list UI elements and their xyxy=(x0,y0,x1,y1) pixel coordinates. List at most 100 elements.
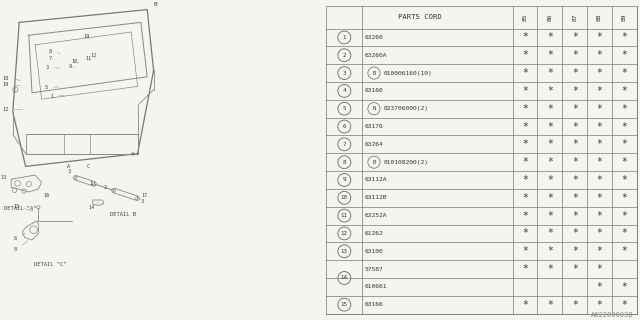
Text: 2: 2 xyxy=(342,53,346,58)
Text: *: * xyxy=(522,86,528,96)
Text: 610661: 610661 xyxy=(365,284,387,289)
Text: *: * xyxy=(572,264,578,274)
Text: 13: 13 xyxy=(1,175,14,180)
Text: 18: 18 xyxy=(3,76,20,81)
Text: *: * xyxy=(522,246,528,256)
Text: *: * xyxy=(572,86,578,96)
Text: *: * xyxy=(572,50,578,60)
Text: *: * xyxy=(522,157,528,167)
Text: DETAIL "C": DETAIL "C" xyxy=(34,261,66,267)
Text: *: * xyxy=(522,193,528,203)
Text: DETAIL B: DETAIL B xyxy=(110,212,136,217)
Text: *: * xyxy=(522,139,528,149)
Text: *: * xyxy=(596,104,602,114)
Text: 13: 13 xyxy=(341,249,348,254)
Text: DETAIL "A": DETAIL "A" xyxy=(4,205,36,211)
Text: 5: 5 xyxy=(45,84,59,90)
Text: *: * xyxy=(621,211,627,220)
Text: *: * xyxy=(621,86,627,96)
Text: 15: 15 xyxy=(341,302,348,307)
Text: *: * xyxy=(522,122,528,132)
Text: 3: 3 xyxy=(46,65,61,70)
Text: *: * xyxy=(621,50,627,60)
Text: *: * xyxy=(596,32,602,43)
Text: *: * xyxy=(572,122,578,132)
Text: *: * xyxy=(547,104,553,114)
Text: 14: 14 xyxy=(88,202,99,210)
Text: *: * xyxy=(596,86,602,96)
Text: 63112A: 63112A xyxy=(365,178,387,182)
Text: 12: 12 xyxy=(341,231,348,236)
Text: *: * xyxy=(572,139,578,149)
Text: 1: 1 xyxy=(51,93,65,99)
Text: *: * xyxy=(621,282,627,292)
Text: 10: 10 xyxy=(71,59,79,64)
Text: *: * xyxy=(596,122,602,132)
Text: *: * xyxy=(522,68,528,78)
Text: *: * xyxy=(547,228,553,238)
Text: 3: 3 xyxy=(342,71,346,76)
Text: *: * xyxy=(572,300,578,310)
Text: *: * xyxy=(522,228,528,238)
Text: A: A xyxy=(67,164,70,169)
Text: 010006160(10): 010006160(10) xyxy=(383,71,432,76)
Text: *: * xyxy=(621,68,627,78)
Text: *: * xyxy=(596,246,602,256)
Text: *: * xyxy=(621,32,627,43)
Text: 3: 3 xyxy=(67,169,76,177)
Text: *: * xyxy=(621,300,627,310)
Text: 8: 8 xyxy=(49,49,60,54)
Text: 19: 19 xyxy=(83,34,90,39)
Text: 61262: 61262 xyxy=(365,231,383,236)
Text: 63264: 63264 xyxy=(365,142,383,147)
Text: 88: 88 xyxy=(597,14,602,21)
Text: C: C xyxy=(86,164,90,169)
Text: *: * xyxy=(547,264,553,274)
Text: *: * xyxy=(596,175,602,185)
Text: *: * xyxy=(621,139,627,149)
Text: 8: 8 xyxy=(14,241,28,252)
Text: B: B xyxy=(154,2,157,7)
Text: 10: 10 xyxy=(341,195,348,200)
Text: *: * xyxy=(596,157,602,167)
Text: 9: 9 xyxy=(342,178,346,182)
Text: *: * xyxy=(572,193,578,203)
Text: 89: 89 xyxy=(622,14,627,21)
Text: 1: 1 xyxy=(90,180,93,186)
Text: 7: 7 xyxy=(342,142,346,147)
Text: *: * xyxy=(522,104,528,114)
Text: N: N xyxy=(372,106,376,111)
Text: 6: 6 xyxy=(342,124,346,129)
Text: 63252A: 63252A xyxy=(365,213,387,218)
Text: B: B xyxy=(372,160,376,165)
Text: *: * xyxy=(572,246,578,256)
Text: 11: 11 xyxy=(86,56,92,61)
Text: *: * xyxy=(547,50,553,60)
Text: *: * xyxy=(621,104,627,114)
Text: 19: 19 xyxy=(3,82,20,87)
Text: 4: 4 xyxy=(342,88,346,93)
Text: *: * xyxy=(547,68,553,78)
Text: 9: 9 xyxy=(69,64,74,69)
Text: *: * xyxy=(596,300,602,310)
Text: 63100: 63100 xyxy=(365,249,383,254)
Text: PARTS CORD: PARTS CORD xyxy=(397,14,442,20)
Text: *: * xyxy=(596,228,602,238)
Text: 2: 2 xyxy=(104,185,107,190)
Text: *: * xyxy=(572,104,578,114)
Text: 12: 12 xyxy=(90,52,97,58)
Text: *: * xyxy=(572,228,578,238)
Text: 85: 85 xyxy=(523,14,527,21)
Text: *: * xyxy=(621,122,627,132)
Text: *: * xyxy=(522,175,528,185)
Text: *: * xyxy=(621,175,627,185)
Text: 14: 14 xyxy=(341,276,348,280)
Text: *: * xyxy=(547,32,553,43)
Text: *: * xyxy=(547,193,553,203)
Text: *: * xyxy=(572,32,578,43)
Text: 8: 8 xyxy=(342,160,346,165)
Text: *: * xyxy=(547,300,553,310)
Text: *: * xyxy=(547,211,553,220)
Text: *: * xyxy=(522,211,528,220)
Text: 6: 6 xyxy=(14,233,26,241)
